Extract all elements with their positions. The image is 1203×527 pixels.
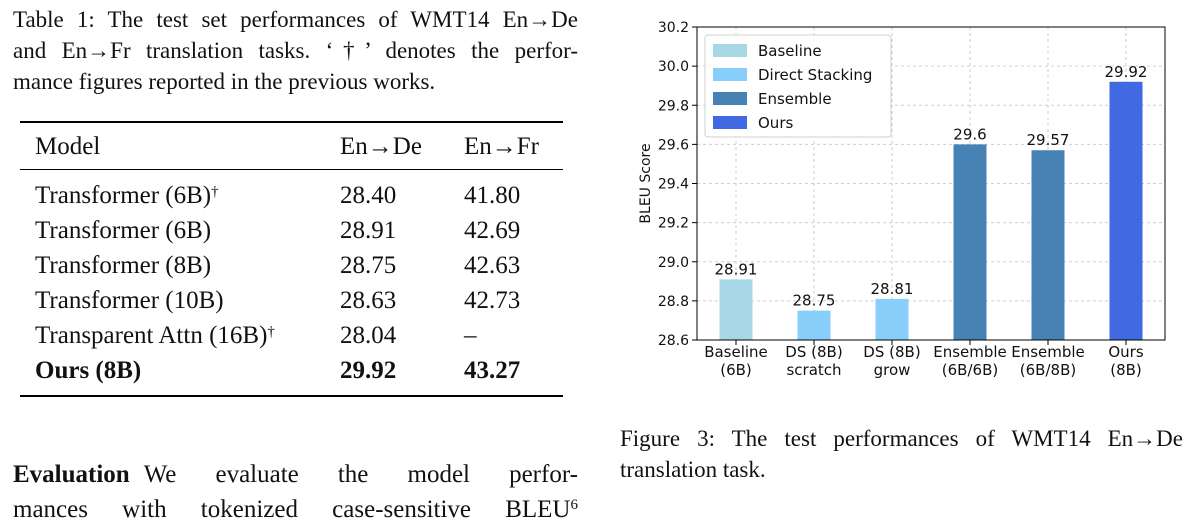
y-tick-label: 29.8 [658,98,689,114]
table-row-model: Transformer (10B) [35,287,224,314]
legend-swatch [713,92,747,105]
table-cell-en-fr: 42.69 [464,217,521,244]
table-row-model: Ours (8B) [35,357,142,384]
legend-box [704,34,892,138]
footnote-marker: 6 [570,497,579,513]
evaluation-paragraph: Evaluation We evaluate the model perfor- … [13,457,578,527]
y-tick-label: 29.4 [658,177,689,193]
table-cell-en-de: 29.92 [340,357,397,384]
table-row-model: Transformer (8B) [35,252,212,279]
bar [719,279,753,340]
bar [1031,150,1065,340]
x-tick-label: Ours (8B) [1108,343,1143,379]
table-row-model: Transparent Attn (16B)† [35,322,275,349]
table-caption-line: mance figures reported in the previous w… [13,69,436,94]
y-tick-label: 30.0 [658,59,689,75]
table-cell-en-de: 28.04 [340,322,397,349]
table-row-model: Transformer (6B) [35,217,212,244]
legend-entry: Ours [758,114,793,132]
figure-caption-line: Figure 3: The test performances of WMT14… [620,426,1183,451]
table-cell-en-de: 28.91 [340,217,397,244]
bar [875,298,909,340]
header-model: Model [35,133,101,160]
header-en-de: En→De [340,133,422,160]
bar-value-label: 29.57 [1027,131,1070,149]
bar [797,310,831,340]
y-tick-label: 28.6 [658,333,689,349]
bar-value-label: 28.75 [793,292,836,310]
table-cell-en-fr: 42.63 [464,252,521,279]
y-tick-label: 30.2 [658,20,689,36]
table-caption-line: and En→Fr translation tasks. ‘†’ denotes… [13,38,578,63]
legend-entry: Baseline [758,42,822,60]
bar [1109,81,1143,341]
x-tick-label: Ensemble (6B/6B) [933,343,1007,379]
y-axis-label: BLEU Score [638,143,654,223]
legend-swatch [713,68,747,81]
header-en-fr: En→Fr [464,133,539,160]
y-tick-label: 29.2 [658,216,689,232]
bar-value-label: 29.6 [953,125,986,143]
x-tick-label: DS (8B) grow [863,343,920,379]
x-tick-label: DS (8B) scratch [785,343,842,379]
table-mid-rule [20,169,563,170]
bar-value-label: 29.92 [1105,63,1148,81]
table-bottom-rule [20,395,563,397]
x-tick-label: Baseline (6B) [704,343,768,379]
plot-frame [696,26,1166,341]
legend-swatch [713,116,747,129]
table-top-rule [20,121,563,123]
table-caption-line: Table 1: The test set performances of WM… [13,7,578,32]
figure-caption: Figure 3: The test performances of WMT14… [620,423,1183,485]
paragraph-heading: Evaluation [13,461,130,488]
bleu-bar-chart: 28.6 28.8 29.0 29.2 29.4 29.6 29.8 30.0 30.2 Base… [638,20,1166,379]
figure-caption-line: translation task. [620,457,766,482]
table-cell-en-de: 28.40 [340,182,397,209]
bar-value-label: 28.81 [871,280,914,298]
y-tick-label: 28.8 [658,294,689,310]
y-tick-label: 29.6 [658,137,689,153]
table-caption: Table 1: The test set performances of WM… [13,4,578,97]
table-cell-en-fr: 42.73 [464,287,521,314]
bar [953,144,987,340]
bar-value-label: 28.91 [715,260,758,278]
legend-entry: Ensemble [758,90,832,108]
table-cell-en-de: 28.63 [340,287,397,314]
table-cell-en-fr: 41.80 [464,182,521,209]
legend-swatch [713,44,747,57]
x-tick-label: Ensemble (6B/8B) [1011,343,1085,379]
paragraph-line: mances with tokenized case-sensitive BLE… [13,496,579,523]
table-cell-en-fr: 43.27 [464,357,521,384]
y-tick-label: 29.0 [658,255,689,271]
table-cell-en-de: 28.75 [340,252,397,279]
table-cell-en-fr: – [464,322,477,349]
paragraph-line: Evaluation We evaluate the model perfor- [13,461,578,488]
table-row-model: Transformer (6B)† [35,182,219,209]
legend-entry: Direct Stacking [758,66,872,84]
